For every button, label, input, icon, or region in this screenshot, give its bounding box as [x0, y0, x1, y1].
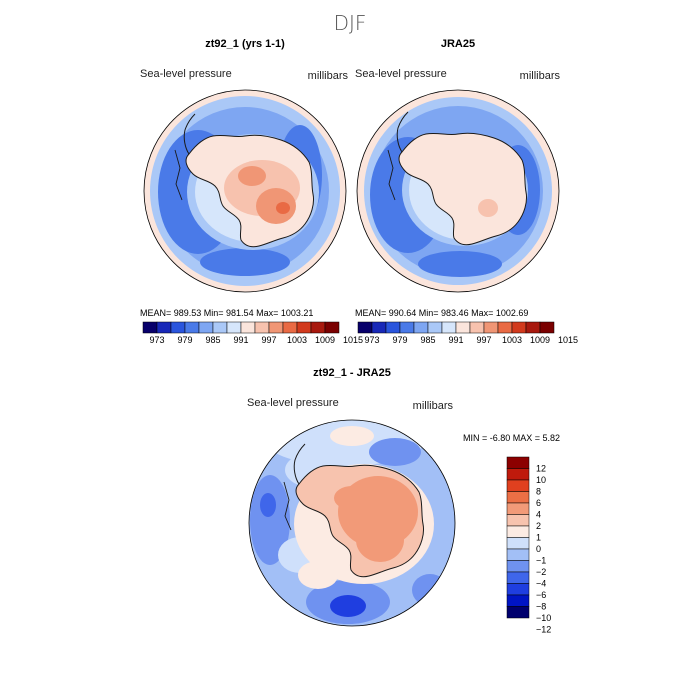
colorbar-swatch [156, 321, 172, 334]
panel-difference: zt92_1 - JRA25 Sea-level pressure millib… [247, 367, 560, 627]
colorbar-tick-label: 6 [536, 498, 541, 508]
stats-line: MEAN= 989.53 Min= 981.54 Max= 1003.21 [140, 308, 313, 318]
colorbar-tick-label: 1003 [287, 335, 307, 345]
colorbar-swatch [506, 583, 530, 596]
colorbar-swatch [399, 321, 415, 334]
colorbar-swatch [170, 321, 186, 334]
colorbar-swatch [469, 321, 485, 334]
colorbar-tick-label: −12 [536, 625, 551, 635]
colorbar-tick-label: 973 [149, 335, 164, 345]
colorbar-swatch [240, 321, 256, 334]
colorbar-swatch [357, 321, 373, 334]
colorbar-swatch [455, 321, 471, 334]
colorbar-swatch [506, 537, 530, 550]
colorbar-swatch [506, 606, 530, 619]
colorbar-tick-label: −2 [536, 567, 546, 577]
colorbar-swatch [268, 321, 284, 334]
colorbar-swatch [506, 502, 530, 515]
colorbar-tick-label: 0 [536, 544, 541, 554]
colorbar-tick-label: 4 [536, 510, 541, 520]
colorbar-swatch [506, 525, 530, 538]
colorbar-tick-label: 997 [476, 335, 491, 345]
colorbar-tick-label: −1 [536, 556, 546, 566]
colorbar-swatch [506, 560, 530, 573]
colorbar-swatch [506, 594, 530, 607]
colorbar-tick-label: 1015 [558, 335, 578, 345]
units-label: millibars [520, 70, 561, 82]
units-label: millibars [413, 400, 454, 412]
colorbar-swatch [296, 321, 312, 334]
variable-label: Sea-level pressure [355, 68, 447, 80]
colorbar-tick-label: 1009 [315, 335, 335, 345]
colorbar-swatch [497, 321, 513, 334]
colorbar-tick-label: 997 [261, 335, 276, 345]
polar-map [249, 420, 455, 626]
panel-title: zt92_1 - JRA25 [313, 367, 391, 379]
colorbar-swatch [506, 571, 530, 584]
colorbar-tick-label: 991 [233, 335, 248, 345]
colorbar-tick-label: 979 [392, 335, 407, 345]
colorbar-swatch [310, 321, 326, 334]
colorbar-tick-label: −10 [536, 613, 551, 623]
colorbar-tick-label: 1003 [502, 335, 522, 345]
colorbar-swatch [184, 321, 200, 334]
stats-line: MIN = -6.80 MAX = 5.82 [463, 433, 560, 443]
colorbar-swatch [539, 321, 555, 334]
colorbar-swatch [226, 321, 242, 334]
colorbar-swatch [254, 321, 270, 334]
panel-title: zt92_1 (yrs 1-1) [205, 38, 285, 50]
panel-title: JRA25 [441, 38, 475, 50]
colorbar-swatch [427, 321, 443, 334]
stats-line: MEAN= 990.64 Min= 983.46 Max= 1002.69 [355, 308, 528, 318]
colorbar-swatch [506, 514, 530, 527]
colorbar-swatch [483, 321, 499, 334]
colorbar-tick-label: 979 [177, 335, 192, 345]
colorbar-tick-label: 973 [364, 335, 379, 345]
panel-model: zt92_1 (yrs 1-1) Sea-level pressure mill… [140, 38, 348, 318]
polar-map [357, 90, 559, 292]
variable-label: Sea-level pressure [140, 68, 232, 80]
colorbar-swatch [511, 321, 527, 334]
colorbar-tick-label: 991 [448, 335, 463, 345]
colorbar-swatch [212, 321, 228, 334]
colorbar-tick-label: −8 [536, 602, 546, 612]
colorbar-swatch [142, 321, 158, 334]
colorbar-swatch [525, 321, 541, 334]
colorbar-swatch [506, 456, 530, 469]
colorbar-tick-label: 985 [420, 335, 435, 345]
polar-map [144, 90, 346, 292]
colorbar-swatch [506, 479, 530, 492]
colorbar-tick-label: 1 [536, 533, 541, 543]
colorbar-tick-label: 8 [536, 487, 541, 497]
colorbar-tick-label: 10 [536, 475, 546, 485]
colorbar-swatch [506, 491, 530, 504]
colorbar-swatch [385, 321, 401, 334]
colorbar-swatch [371, 321, 387, 334]
colorbar-model: 973 979 985 991 997 1003 1009 1015 [142, 321, 363, 345]
colorbar-swatch [506, 548, 530, 561]
colorbar-tick-label: −6 [536, 590, 546, 600]
panel-reanalysis: JRA25 Sea-level pressure millibars MEAN=… [355, 38, 560, 318]
colorbar-tick-label: 1015 [343, 335, 363, 345]
colorbar-tick-label: 985 [205, 335, 220, 345]
colorbar-swatch [441, 321, 457, 334]
colorbar-tick-label: 1009 [530, 335, 550, 345]
colorbar-tick-label: −4 [536, 579, 546, 589]
colorbar-swatch [324, 321, 340, 334]
colorbar-reanalysis: 973 979 985 991 997 1003 1009 1015 [357, 321, 578, 345]
colorbar-tick-label: 12 [536, 464, 546, 474]
season-title: DJF [334, 11, 367, 35]
colorbar-tick-label: 2 [536, 521, 541, 531]
colorbar-swatch [282, 321, 298, 334]
colorbar-swatch [413, 321, 429, 334]
units-label: millibars [308, 70, 349, 82]
variable-label: Sea-level pressure [247, 397, 339, 409]
colorbar-swatch [198, 321, 214, 334]
colorbar-swatch [506, 468, 530, 481]
